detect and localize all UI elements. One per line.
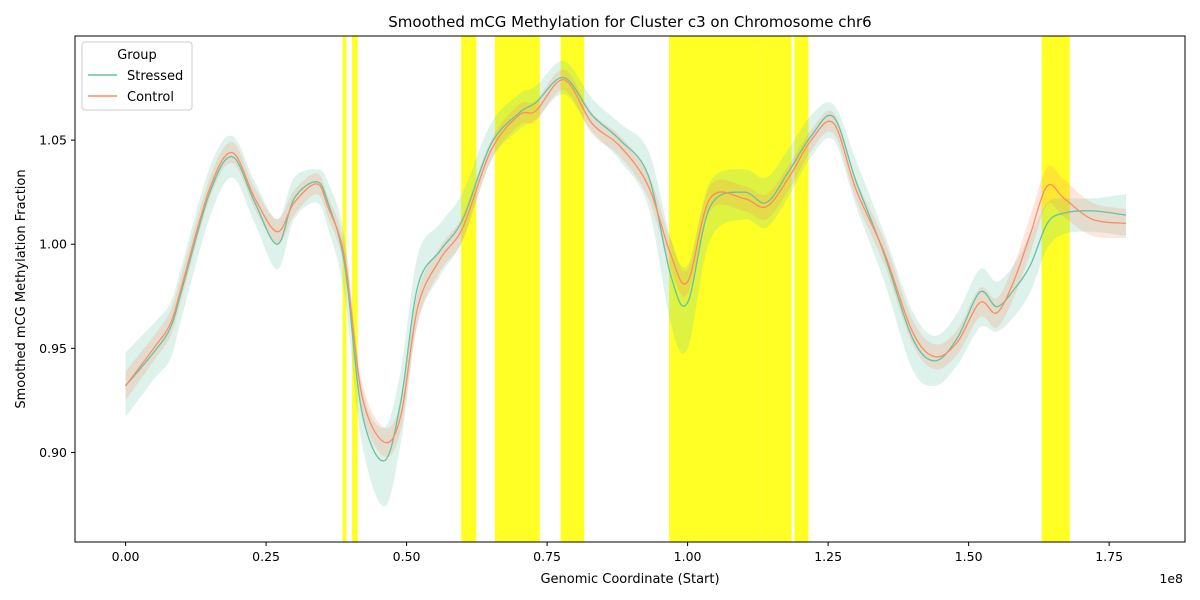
x-tick-label: 1.75 bbox=[1095, 549, 1123, 564]
y-axis-ticks: 0.90 0.95 1.00 1.05 bbox=[39, 133, 75, 460]
highlight-region-0 bbox=[342, 36, 347, 542]
x-tick-label: 1.00 bbox=[674, 549, 702, 564]
x-axis-label: Genomic Coordinate (Start) bbox=[540, 572, 719, 587]
highlight-region-6 bbox=[761, 36, 792, 542]
x-tick-label: 0.00 bbox=[112, 549, 140, 564]
legend-title: Group bbox=[117, 48, 157, 63]
legend: Group Stressed Control bbox=[81, 41, 193, 111]
y-tick-label: 0.90 bbox=[39, 445, 67, 460]
legend-box bbox=[81, 41, 193, 111]
highlight-region-4 bbox=[560, 36, 585, 542]
y-tick-label: 0.95 bbox=[39, 341, 67, 356]
y-tick-label: 1.00 bbox=[39, 237, 67, 252]
series-lines bbox=[125, 76, 1127, 462]
highlight-region-7 bbox=[794, 36, 809, 542]
highlight-region-5 bbox=[669, 36, 762, 542]
highlight-region-8 bbox=[1041, 36, 1070, 542]
x-offset-label: 1e8 bbox=[1159, 571, 1183, 586]
chart-title: Smoothed mCG Methylation for Cluster c3 … bbox=[388, 13, 871, 31]
band-control bbox=[125, 69, 1126, 458]
x-tick-label: 1.25 bbox=[814, 549, 842, 564]
y-tick-label: 1.05 bbox=[39, 133, 67, 148]
x-tick-label: 1.50 bbox=[955, 549, 983, 564]
confidence-bands bbox=[125, 60, 1126, 507]
axes-frame bbox=[74, 35, 1186, 543]
highlight-region-1 bbox=[352, 36, 358, 542]
x-axis-ticks: 0.00 0.25 0.50 0.75 1.00 1.25 1.50 1.75 bbox=[112, 542, 1123, 564]
series-line-control bbox=[125, 79, 1127, 444]
legend-label-control: Control bbox=[127, 90, 174, 105]
x-tick-label: 0.50 bbox=[393, 549, 421, 564]
plot-area bbox=[125, 36, 1127, 542]
x-tick-label: 0.75 bbox=[533, 549, 561, 564]
highlight-regions bbox=[342, 36, 1070, 542]
band-stressed bbox=[125, 60, 1126, 507]
highlight-region-3 bbox=[494, 36, 540, 542]
series-line-stressed bbox=[125, 76, 1127, 462]
x-tick-label: 0.25 bbox=[252, 549, 280, 564]
highlight-region-2 bbox=[461, 36, 477, 542]
y-axis-label: Smoothed mCG Methylation Fraction bbox=[14, 169, 29, 408]
legend-label-stressed: Stressed bbox=[127, 69, 183, 84]
